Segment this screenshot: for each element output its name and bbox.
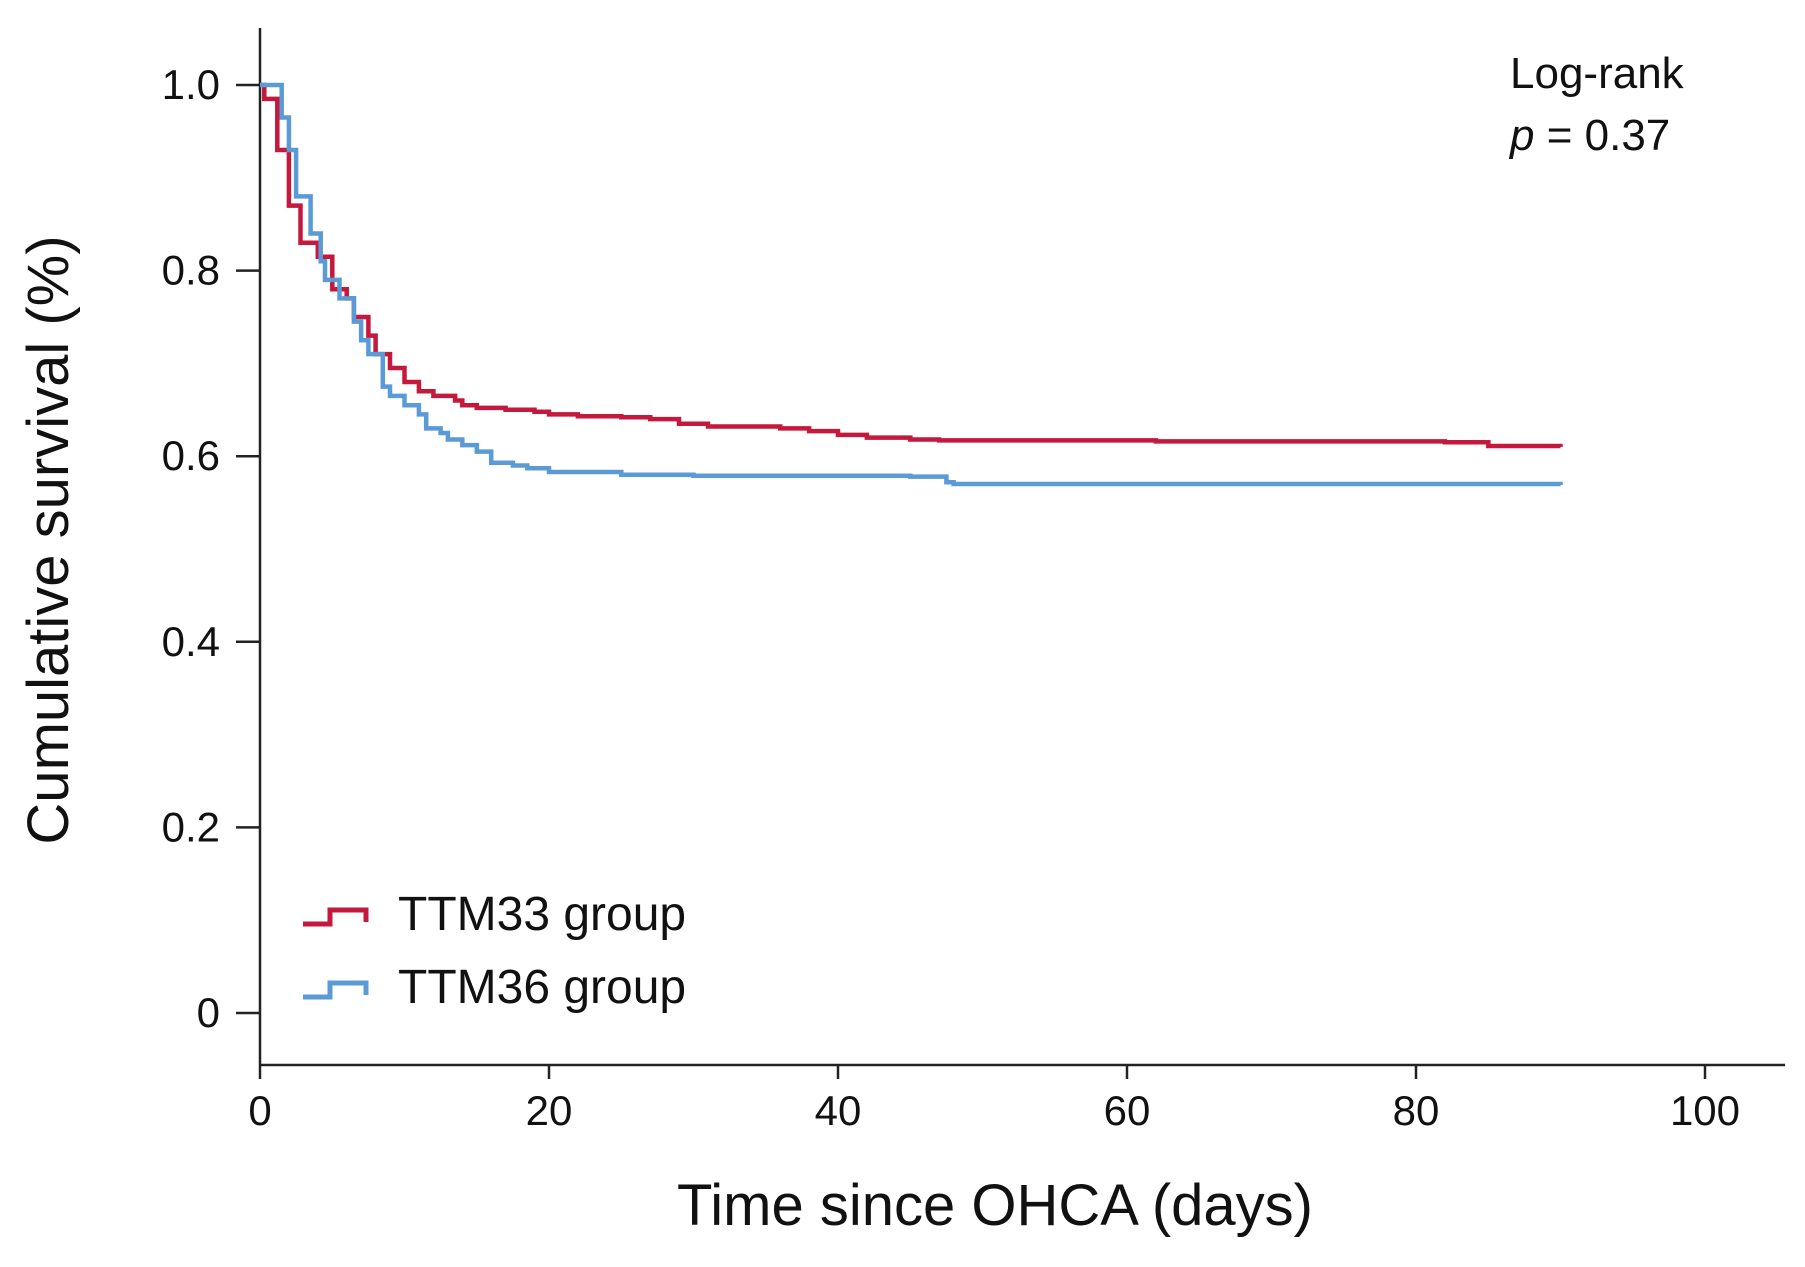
y-tick-label: 0.2 (162, 803, 220, 850)
x-tick-label: 60 (1104, 1087, 1151, 1134)
x-tick-label: 40 (815, 1087, 862, 1134)
x-tick-label: 0 (248, 1087, 271, 1134)
x-tick-label: 80 (1393, 1087, 1440, 1134)
x-tick-label: 20 (526, 1087, 573, 1134)
legend-label-ttm36: TTM36 group (398, 961, 686, 1014)
legend-swatch-ttm33 (303, 907, 369, 927)
series-line-ttm33 (260, 82, 1563, 449)
legend-swatch-ttm36 (303, 980, 369, 1000)
y-tick-label: 0.8 (162, 247, 220, 294)
p-value-text: = 0.37 (1534, 111, 1670, 160)
series-line-ttm36 (260, 82, 1563, 487)
axes: 0 0.2 0.4 0.6 0.8 1.0 0 20 40 60 80 100 (162, 28, 1785, 1134)
legend-label-ttm33: TTM33 group (398, 888, 686, 941)
p-value-annotation: p = 0.37 (1508, 111, 1670, 160)
y-tick-label: 0 (197, 989, 220, 1036)
logrank-label: Log-rank (1510, 49, 1685, 98)
y-tick-label: 0.4 (162, 618, 220, 665)
plot-area (260, 82, 1563, 487)
p-symbol: p (1508, 111, 1534, 160)
x-tick-label: 100 (1670, 1087, 1740, 1134)
legend: TTM33 group TTM36 group (303, 888, 686, 1014)
y-tick-label: 0.6 (162, 432, 220, 479)
y-axis-title: Cumulative survival (%) (16, 235, 81, 844)
y-tick-label: 1.0 (162, 61, 220, 108)
x-axis-title: Time since OHCA (days) (677, 1173, 1313, 1238)
